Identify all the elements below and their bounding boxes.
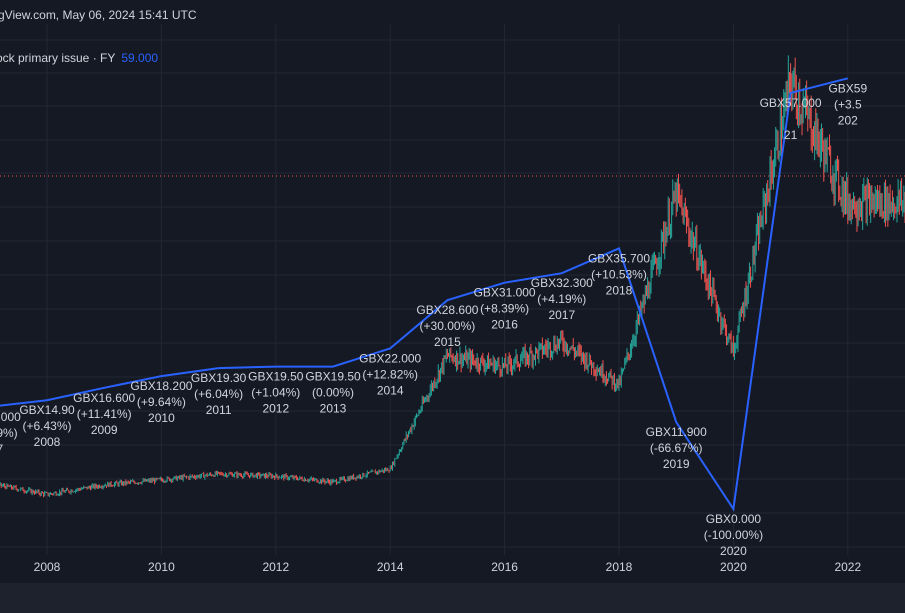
data-label: (+11.41%) (77, 407, 132, 421)
data-label: 2010 (148, 411, 175, 425)
data-label: GBX22.000 (359, 351, 421, 365)
data-label: 2011 (206, 403, 232, 417)
data-label: GBX31.000 (474, 286, 536, 300)
data-label: GBX28.600 (416, 303, 478, 317)
data-label: 2020 (720, 544, 747, 558)
data-label: GBX16.600 (73, 391, 135, 405)
data-label: 2013 (320, 402, 347, 416)
data-label: (+4.19%) (537, 292, 586, 306)
data-label: 2014 (377, 383, 404, 397)
data-label: (-66.67%) (650, 441, 703, 455)
data-label: GBX32.300 (531, 276, 593, 290)
data-label: GBX57.000 (760, 96, 822, 110)
x-tick-label: 2022 (834, 560, 861, 574)
x-tick-label: 2018 (606, 560, 633, 574)
data-label: (+6.43%) (22, 419, 71, 433)
data-label: 21 (784, 128, 798, 142)
data-label: GBX11.900 (646, 425, 707, 439)
data-label: GBX19.50 (248, 370, 304, 384)
data-label: GBX18.200 (130, 379, 192, 393)
x-tick-label: 2020 (720, 560, 747, 574)
chart-canvas[interactable]: 60GBX14.000(+20.69%)2007GBX14.90(+6.43%)… (0, 0, 905, 583)
fy-series-line (0, 77, 849, 512)
data-label: 2015 (434, 335, 461, 349)
data-label: GBX19.50 (305, 370, 361, 384)
data-label: (-100.00%) (704, 528, 763, 542)
bottom-toolbar (0, 583, 905, 613)
data-label: 2007 (0, 442, 3, 456)
data-label: (+9.64%) (137, 395, 186, 409)
series-name: ock primary issue · FY (0, 51, 116, 65)
data-label: (+6.04%) (194, 387, 243, 401)
series-value: 59.000 (121, 51, 159, 65)
data-label: 202 (838, 113, 858, 127)
x-tick-label: 2016 (491, 560, 518, 574)
data-label: 2017 (548, 308, 575, 322)
chart-watermark: gView.com, May 06, 2024 15:41 UTC (0, 8, 197, 22)
data-label: 2016 (491, 318, 518, 332)
data-label: (+30.00%) (420, 319, 476, 333)
data-label: (+1.04%) (251, 386, 300, 400)
x-tick-label: 2014 (377, 560, 404, 574)
data-label: 2018 (606, 283, 633, 297)
grid-lines (0, 24, 905, 555)
series-legend: ock primary issue · FY 59.000 (0, 51, 158, 65)
data-label: (+12.82%) (362, 367, 418, 381)
x-axis-ticks: 2008 2010 2012 2014 2016 2018 2020 2022 (34, 560, 862, 574)
x-tick-label: 2010 (148, 560, 175, 574)
data-label: 2008 (34, 435, 61, 449)
data-label: 2019 (663, 457, 690, 471)
data-labels: 60GBX14.000(+20.69%)2007GBX14.90(+6.43%)… (0, 81, 867, 558)
data-label: (+20.69%) (0, 426, 18, 440)
data-label: (+10.53%) (591, 267, 647, 281)
x-tick-label: 2008 (34, 560, 61, 574)
data-label: GBX0.000 (706, 512, 762, 526)
data-label: 2012 (262, 402, 289, 416)
data-label: GBX59 (828, 81, 867, 95)
data-label: GBX14.000 (0, 410, 21, 424)
data-label: GBX19.30 (191, 371, 247, 385)
data-label: GBX14.90 (19, 403, 75, 417)
data-label: (+3.5 (834, 97, 862, 111)
data-label: 2009 (91, 423, 118, 437)
price-candles (0, 55, 905, 498)
data-label: (0.00%) (312, 386, 354, 400)
data-label: GBX35.700 (588, 251, 650, 265)
x-tick-label: 2012 (262, 560, 289, 574)
data-label: (+8.39%) (480, 302, 529, 316)
